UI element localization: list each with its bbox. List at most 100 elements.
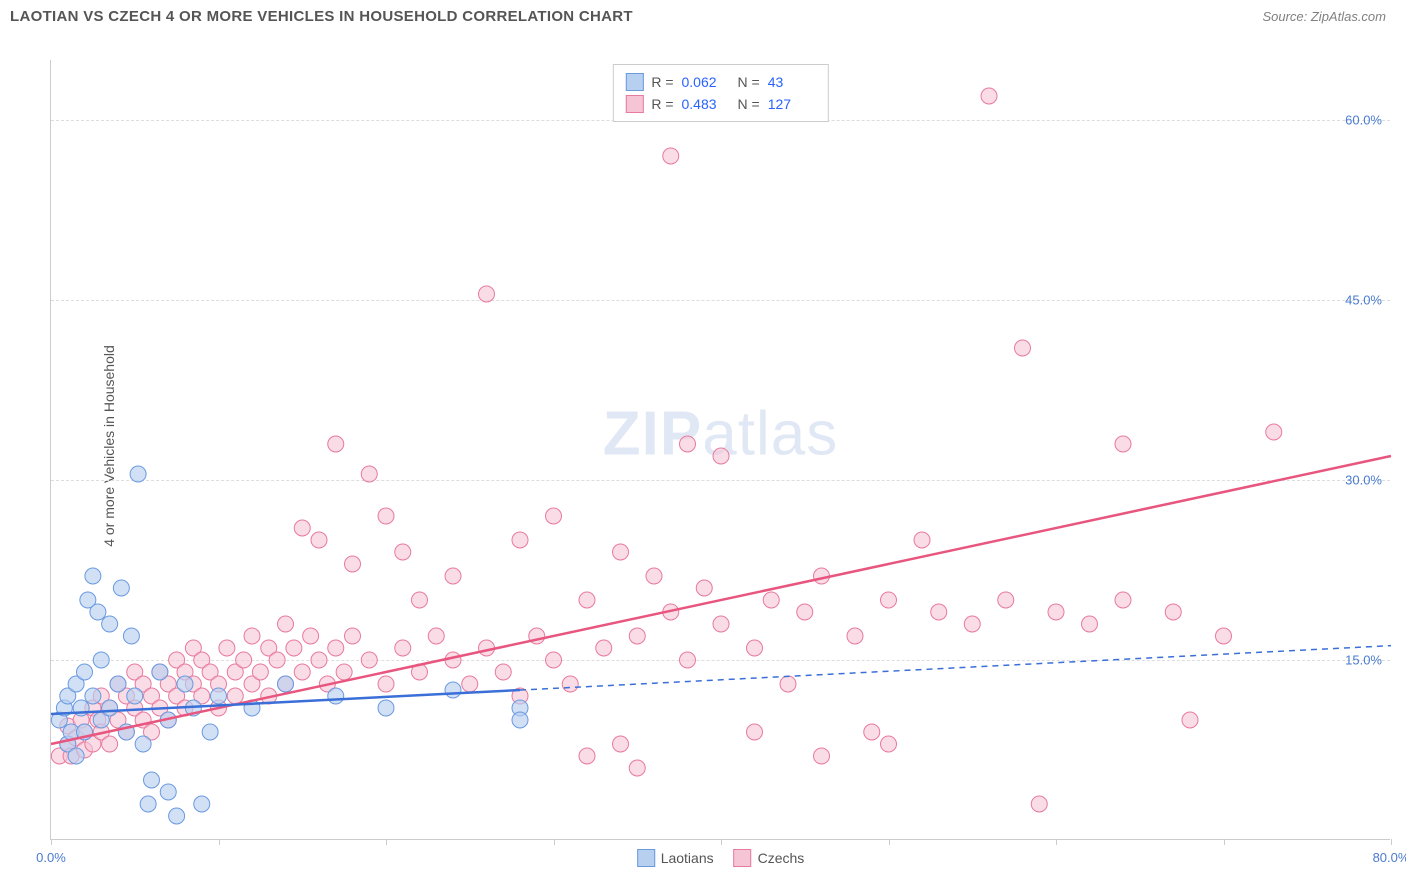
laotians-point — [102, 616, 118, 632]
x-tick — [1391, 839, 1392, 845]
czechs-point — [236, 652, 252, 668]
czechs-point — [428, 628, 444, 644]
czechs-point — [445, 568, 461, 584]
czechs-point — [680, 652, 696, 668]
laotians-point — [378, 700, 394, 716]
czechs-point — [1216, 628, 1232, 644]
czechs-point — [1048, 604, 1064, 620]
laotians-point — [68, 748, 84, 764]
laotians-point — [140, 796, 156, 812]
laotians-point — [77, 664, 93, 680]
czechs-point — [864, 724, 880, 740]
czechs-point — [269, 652, 285, 668]
x-tick — [554, 839, 555, 845]
legend-r-value: 0.062 — [682, 74, 730, 90]
czechs-point — [763, 592, 779, 608]
chart-title: LAOTIAN VS CZECH 4 OR MORE VEHICLES IN H… — [10, 8, 633, 25]
czechs-point — [227, 688, 243, 704]
laotians-point — [278, 676, 294, 692]
laotians-point — [202, 724, 218, 740]
czechs-point — [252, 664, 268, 680]
czechs-point — [311, 532, 327, 548]
legend-stats: R =0.062N =43R =0.483N =127 — [612, 64, 828, 122]
czechs-point — [747, 724, 763, 740]
czechs-point — [512, 532, 528, 548]
czechs-point — [680, 436, 696, 452]
laotians-point — [152, 664, 168, 680]
czechs-point — [361, 466, 377, 482]
chart-source: Source: ZipAtlas.com — [1262, 9, 1386, 24]
legend-series-item: Laotians — [637, 849, 714, 867]
laotians-point — [90, 604, 106, 620]
legend-series-label: Czechs — [758, 850, 805, 866]
czechs-point — [102, 736, 118, 752]
x-tick — [386, 839, 387, 845]
laotians-point — [93, 652, 109, 668]
laotians-point — [177, 676, 193, 692]
chart-header: LAOTIAN VS CZECH 4 OR MORE VEHICLES IN H… — [0, 0, 1406, 33]
czechs-point — [361, 652, 377, 668]
legend-swatch — [625, 73, 643, 91]
x-tick — [1056, 839, 1057, 845]
czechs-point — [663, 148, 679, 164]
czechs-point — [546, 508, 562, 524]
laotians-point — [169, 808, 185, 824]
czechs-point — [1182, 712, 1198, 728]
legend-n-label: N = — [738, 74, 760, 90]
laotians-point — [123, 628, 139, 644]
x-tick — [51, 839, 52, 845]
czechs-point — [479, 286, 495, 302]
legend-series: Laotians Czechs — [637, 849, 805, 867]
czechs-point — [797, 604, 813, 620]
laotians-trendline-dashed — [520, 646, 1391, 690]
czechs-point — [914, 532, 930, 548]
czechs-point — [303, 628, 319, 644]
laotians-point — [194, 796, 210, 812]
legend-n-value: 127 — [768, 96, 816, 112]
legend-series-label: Laotians — [661, 850, 714, 866]
czechs-point — [345, 556, 361, 572]
czechs-point — [998, 592, 1014, 608]
czechs-point — [462, 676, 478, 692]
czechs-point — [1115, 436, 1131, 452]
x-tick — [219, 839, 220, 845]
czechs-point — [328, 640, 344, 656]
czechs-point — [328, 436, 344, 452]
czechs-point — [1165, 604, 1181, 620]
laotians-point — [328, 688, 344, 704]
czechs-point — [1082, 616, 1098, 632]
czechs-point — [579, 748, 595, 764]
czechs-point — [412, 592, 428, 608]
czechs-point — [964, 616, 980, 632]
czechs-point — [613, 544, 629, 560]
czechs-point — [1015, 340, 1031, 356]
x-tick-label: 80.0% — [1373, 850, 1406, 865]
laotians-point — [85, 568, 101, 584]
czechs-point — [596, 640, 612, 656]
czechs-point — [395, 640, 411, 656]
czechs-point — [378, 508, 394, 524]
legend-r-label: R = — [651, 74, 673, 90]
czechs-point — [629, 760, 645, 776]
czechs-point — [696, 580, 712, 596]
legend-swatch — [637, 849, 655, 867]
legend-r-value: 0.483 — [682, 96, 730, 112]
legend-stats-row: R =0.062N =43 — [625, 71, 815, 93]
czechs-point — [286, 640, 302, 656]
x-tick — [889, 839, 890, 845]
legend-series-item: Czechs — [734, 849, 805, 867]
czechs-point — [336, 664, 352, 680]
czechs-point — [713, 448, 729, 464]
legend-swatch — [734, 849, 752, 867]
czechs-point — [780, 676, 796, 692]
czechs-point — [881, 736, 897, 752]
czechs-point — [931, 604, 947, 620]
czechs-point — [713, 616, 729, 632]
legend-stats-row: R =0.483N =127 — [625, 93, 815, 115]
laotians-point — [445, 682, 461, 698]
czechs-point — [747, 640, 763, 656]
czechs-point — [1115, 592, 1131, 608]
czechs-point — [1031, 796, 1047, 812]
x-tick-label: 0.0% — [36, 850, 66, 865]
czechs-point — [378, 676, 394, 692]
